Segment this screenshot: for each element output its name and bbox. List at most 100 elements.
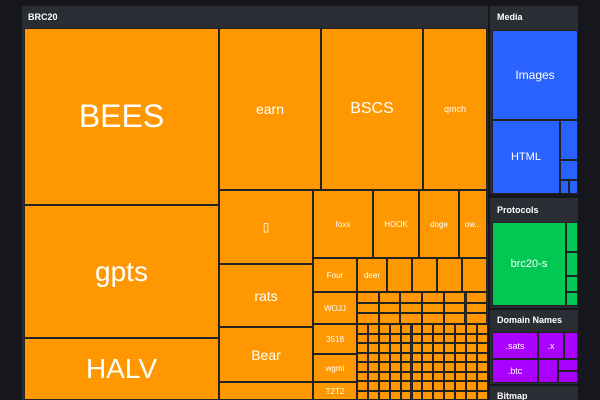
tile[interactable]: .x xyxy=(538,332,564,359)
tile[interactable] xyxy=(444,390,456,400)
tile[interactable]: HALV xyxy=(24,338,219,400)
tile[interactable] xyxy=(444,343,456,353)
tile[interactable] xyxy=(476,333,488,343)
tile[interactable] xyxy=(412,258,437,292)
tile[interactable] xyxy=(560,180,569,194)
tile[interactable]: wgmi xyxy=(313,354,357,382)
tile[interactable]: Four xyxy=(313,258,357,292)
tile[interactable] xyxy=(367,343,379,353)
tile[interactable] xyxy=(411,362,423,372)
tile[interactable] xyxy=(357,292,379,303)
tile[interactable] xyxy=(560,160,578,180)
tile[interactable] xyxy=(400,333,412,343)
tile[interactable] xyxy=(558,371,578,383)
tile[interactable] xyxy=(444,352,456,362)
tile[interactable] xyxy=(367,333,379,343)
tile[interactable]: Bear xyxy=(219,327,313,382)
tile[interactable] xyxy=(466,381,477,391)
tile[interactable] xyxy=(389,343,401,353)
tile[interactable] xyxy=(367,381,379,391)
tile[interactable] xyxy=(357,333,368,343)
tile[interactable] xyxy=(433,381,445,391)
tile[interactable] xyxy=(400,313,423,325)
tile[interactable] xyxy=(444,324,456,334)
tile[interactable] xyxy=(422,313,444,325)
tile[interactable] xyxy=(538,359,558,383)
tile[interactable] xyxy=(367,324,379,334)
tile[interactable] xyxy=(422,381,434,391)
tile[interactable]: WOJJ xyxy=(313,292,357,324)
tile[interactable] xyxy=(367,352,379,362)
tile[interactable] xyxy=(389,333,401,343)
tile[interactable] xyxy=(433,324,445,334)
tile[interactable] xyxy=(443,313,466,325)
tile[interactable] xyxy=(466,371,477,381)
tile[interactable] xyxy=(367,390,379,400)
tile[interactable] xyxy=(465,302,488,314)
tile[interactable] xyxy=(566,292,578,306)
tile[interactable] xyxy=(566,276,578,292)
tile[interactable] xyxy=(564,332,578,359)
tile[interactable] xyxy=(422,333,434,343)
tile[interactable] xyxy=(357,324,368,334)
tile[interactable] xyxy=(566,252,578,276)
tile[interactable] xyxy=(569,180,578,194)
tile[interactable] xyxy=(389,381,401,391)
tile[interactable] xyxy=(433,362,445,372)
tile[interactable] xyxy=(476,381,488,391)
tile[interactable] xyxy=(357,390,368,400)
tile[interactable]: deer xyxy=(357,258,387,292)
tile[interactable] xyxy=(357,381,368,391)
tile[interactable] xyxy=(378,381,390,391)
tile[interactable] xyxy=(422,292,444,303)
tile[interactable] xyxy=(455,371,466,381)
tile[interactable] xyxy=(389,352,401,362)
tile[interactable] xyxy=(466,333,477,343)
tile[interactable]: gpts xyxy=(24,205,219,338)
tile[interactable] xyxy=(400,390,412,400)
tile[interactable]: foxs xyxy=(313,190,373,258)
tile[interactable] xyxy=(455,362,466,372)
tile[interactable] xyxy=(378,324,390,334)
tile[interactable]: ow... xyxy=(459,190,487,258)
tile[interactable] xyxy=(433,352,445,362)
tile[interactable] xyxy=(465,313,488,325)
tile[interactable] xyxy=(462,258,487,292)
tile[interactable] xyxy=(378,362,390,372)
tile[interactable] xyxy=(444,333,456,343)
tile[interactable]: 3518 xyxy=(313,324,357,354)
tile[interactable] xyxy=(411,343,423,353)
tile[interactable]: doge xyxy=(419,190,459,258)
tile[interactable] xyxy=(400,362,412,372)
tile[interactable] xyxy=(389,324,401,334)
tile[interactable] xyxy=(387,258,412,292)
tile[interactable] xyxy=(455,352,466,362)
tile[interactable] xyxy=(444,381,456,391)
tile[interactable] xyxy=(443,302,466,314)
tile[interactable]: qmch xyxy=(423,28,487,190)
tile[interactable] xyxy=(400,381,412,391)
tile[interactable] xyxy=(476,324,488,334)
tile[interactable] xyxy=(378,371,390,381)
tile[interactable] xyxy=(378,333,390,343)
tile[interactable] xyxy=(219,382,313,400)
tile[interactable] xyxy=(476,362,488,372)
tile[interactable] xyxy=(357,313,379,325)
tile[interactable] xyxy=(455,343,466,353)
tile[interactable] xyxy=(444,362,456,372)
tile[interactable] xyxy=(378,302,401,314)
tile[interactable]: Images xyxy=(492,30,578,120)
tile[interactable] xyxy=(411,390,423,400)
tile[interactable] xyxy=(466,390,477,400)
tile[interactable] xyxy=(389,371,401,381)
tile[interactable] xyxy=(411,324,423,334)
tile[interactable] xyxy=(411,381,423,391)
tile[interactable] xyxy=(422,324,434,334)
tile[interactable]: brc20-s xyxy=(492,222,566,306)
tile[interactable] xyxy=(444,371,456,381)
tile[interactable] xyxy=(455,324,466,334)
tile[interactable] xyxy=(357,302,379,314)
tile[interactable] xyxy=(400,292,423,303)
tile[interactable] xyxy=(433,371,445,381)
tile[interactable] xyxy=(411,371,423,381)
